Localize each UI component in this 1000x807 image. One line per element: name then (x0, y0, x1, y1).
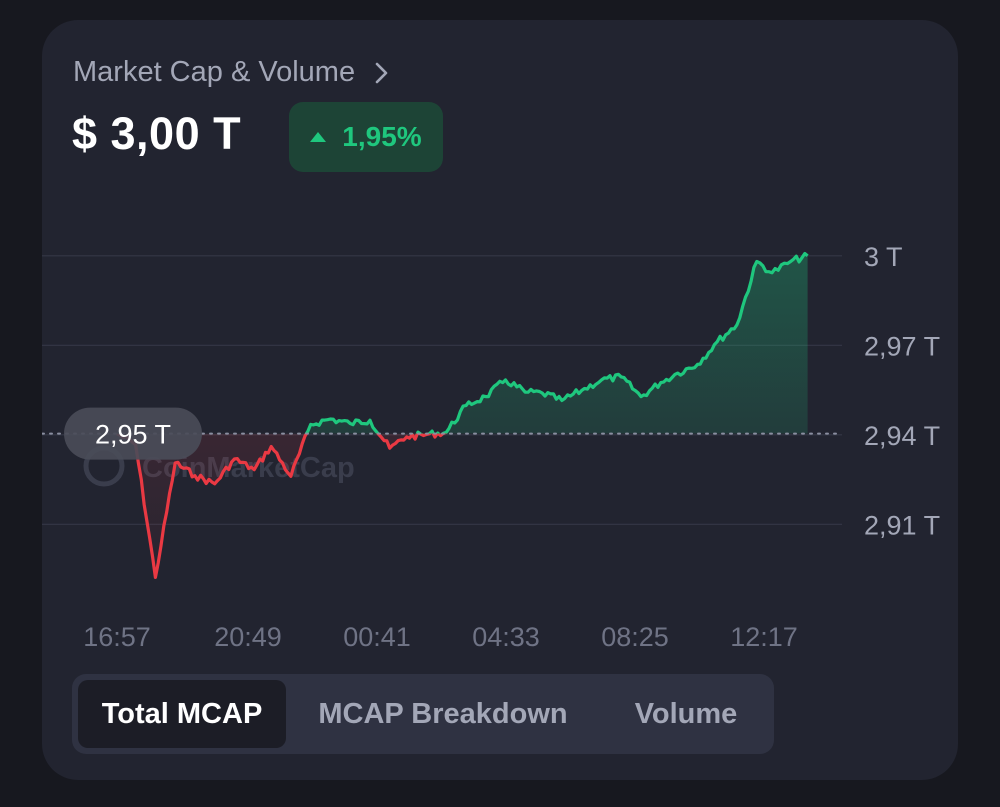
baseline-label-pill (64, 407, 202, 460)
series-line-up (116, 251, 809, 434)
total-market-cap-value: $ 3,00 T (72, 108, 242, 159)
triangle-up-icon (310, 132, 327, 142)
y-tick-label: 2,91 T (864, 510, 940, 540)
tab-mcap-breakdown[interactable]: MCAP Breakdown (318, 697, 568, 730)
x-tick-label: 20:49 (214, 622, 282, 652)
tab-total-mcap[interactable]: Total MCAP (78, 680, 286, 748)
y-tick-label: 3 T (864, 242, 903, 272)
series-line-down (116, 433, 448, 579)
area-fill-below (117, 433, 443, 578)
market-cap-card: Market Cap & Volume $ 3,00 T 1,95% CoinM… (42, 20, 958, 780)
market-cap-chart: CoinMarketCap 2,95 T 3 T2,97 T2,94 T2,91… (42, 242, 940, 652)
x-tick-label: 00:41 (343, 622, 411, 652)
chevron-right-icon (375, 62, 388, 83)
baseline-label: 2,95 T (95, 420, 171, 450)
y-tick-label: 2,97 T (864, 331, 940, 361)
chart-tabs: Total MCAP MCAP Breakdown Volume (72, 674, 774, 754)
change-percent: 1,95% (342, 121, 422, 152)
area-fill-above (117, 253, 808, 434)
x-tick-label: 12:17 (730, 622, 798, 652)
y-tick-label: 2,94 T (864, 421, 940, 451)
x-tick-label: 16:57 (83, 622, 151, 652)
card-title: Market Cap & Volume (73, 56, 356, 88)
tab-volume[interactable]: Volume (634, 697, 738, 730)
x-tick-label: 08:25 (601, 622, 669, 652)
change-badge: 1,95% (289, 102, 443, 172)
market-cap-volume-link[interactable]: Market Cap & Volume (73, 56, 393, 89)
x-tick-label: 04:33 (472, 622, 540, 652)
